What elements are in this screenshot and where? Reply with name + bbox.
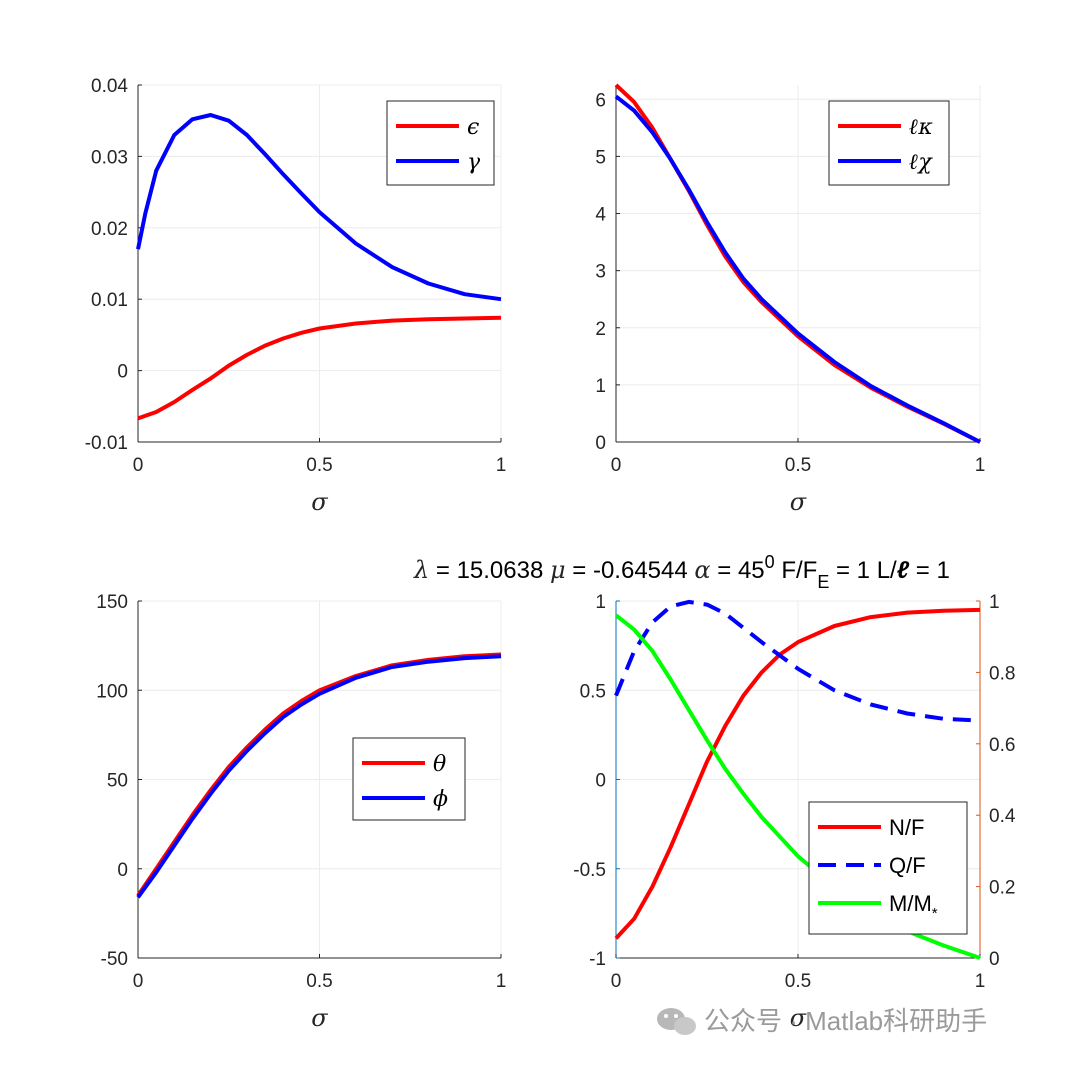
y-tick-label: -0.01	[85, 433, 128, 454]
series-line-	[136, 113, 502, 302]
y-tick-label: 1	[595, 592, 606, 613]
x-axis-label: σ	[790, 1004, 807, 1032]
legend-label-text: χ	[916, 150, 933, 175]
y-tick-label: 2	[595, 319, 606, 340]
y-tick-label: 0	[595, 771, 606, 792]
y-tick-label: 0.5	[580, 681, 606, 702]
x-tick-label: 1	[975, 455, 986, 476]
x-tick-label: 1	[496, 971, 507, 992]
y-tick-label: -1	[589, 949, 606, 970]
y2-tick-label: 1	[989, 592, 1000, 613]
y-tick-label: 0	[117, 362, 128, 383]
x-tick-label: 1	[975, 971, 986, 992]
series-line-	[614, 94, 981, 444]
y-tick-label: -0.5	[573, 860, 606, 881]
legend-label: ℓχ	[909, 149, 933, 175]
legend-label: M/M*	[889, 891, 938, 922]
y-tick-label: 100	[96, 681, 128, 702]
y-tick-label: 0.03	[91, 147, 128, 168]
watermark-text: 公众号 · Matlab科研助手	[704, 1006, 987, 1036]
y-tick-label: 0.02	[91, 219, 128, 240]
legend-label: ϕ	[433, 787, 448, 812]
y-tick-label: 1	[595, 376, 606, 397]
legend-box	[386, 100, 495, 186]
x-tick-label: 0.5	[785, 971, 811, 992]
legend-label-text: ϕ	[433, 787, 448, 812]
legend-box	[828, 100, 950, 186]
legend: θϕ	[352, 737, 466, 821]
y-tick-label: 0.04	[91, 76, 128, 97]
y2-tick-label: 0.4	[989, 806, 1016, 827]
legend-label-text: N/F	[889, 815, 924, 840]
x-tick-label: 0.5	[306, 971, 332, 992]
watermark: 公众号 · Matlab科研助手	[657, 1006, 987, 1036]
legend-label-text: κ	[917, 115, 933, 140]
legend-label: ℓκ	[909, 114, 933, 140]
legend-label-text: M/M	[889, 891, 932, 916]
y-tick-label: 150	[96, 592, 128, 613]
x-tick-label: 0	[611, 455, 622, 476]
wechat-icon	[657, 1008, 696, 1035]
legend-label: ϵ	[467, 115, 479, 140]
series-line-	[136, 654, 502, 899]
x-tick-label: 0.5	[306, 455, 332, 476]
ell-symbol: ℓ	[909, 149, 918, 175]
legend-label: Q/F	[889, 853, 926, 878]
y-tick-label: 3	[595, 262, 606, 283]
y2-tick-label: 0.2	[989, 878, 1015, 899]
y-tick-label: 0.01	[91, 290, 128, 311]
series-line-	[137, 315, 502, 421]
legend: N/F Q/F M/M*	[808, 801, 968, 935]
ell-symbol: ℓ	[909, 114, 918, 140]
legend-label: θ	[433, 752, 446, 777]
y-tick-label: 50	[107, 771, 128, 792]
x-tick-label: 0	[611, 971, 622, 992]
series-line-qf	[614, 599, 981, 723]
x-tick-label: 0	[133, 971, 144, 992]
y2-tick-label: 0.8	[989, 663, 1015, 684]
legend-label: N/F	[889, 815, 924, 840]
y-tick-label: 6	[595, 90, 606, 111]
legend-box	[352, 737, 466, 821]
legend-label-text: Q/F	[889, 853, 926, 878]
y2-tick-label: 0	[989, 949, 1000, 970]
legend-label: γ	[467, 150, 481, 175]
legend-label-text: γ	[467, 150, 481, 175]
x-axis-label: σ	[311, 488, 328, 516]
x-axis-label: σ	[790, 488, 807, 516]
y-tick-label: 4	[595, 205, 606, 226]
x-axis-label: σ	[311, 1004, 328, 1032]
y-tick-label: -50	[101, 949, 128, 970]
series-line-nf	[614, 607, 981, 940]
figure-title: λ = 15.0638 μ = -0.64544 α = 450 F/FE = …	[413, 552, 950, 592]
plot-forces-moment: 0 0.5 1-1-0.500.5100.20.40.60.81σN/FQ/FM/M…	[573, 592, 1016, 1032]
legend-label-text: ϵ	[467, 115, 479, 140]
x-tick-label: 0	[133, 455, 144, 476]
legend-label-sub: *	[932, 905, 938, 922]
legend: ϵγ	[386, 100, 495, 186]
legend-label-text: θ	[433, 752, 446, 777]
x-tick-label: 1	[496, 455, 507, 476]
x-tick-label: 0.5	[785, 455, 811, 476]
y-tick-label: 5	[595, 147, 606, 168]
y-tick-label: 0	[117, 860, 128, 881]
y2-tick-label: 0.6	[989, 735, 1015, 756]
legend-box	[808, 801, 968, 935]
y-tick-label: 0	[595, 433, 606, 454]
